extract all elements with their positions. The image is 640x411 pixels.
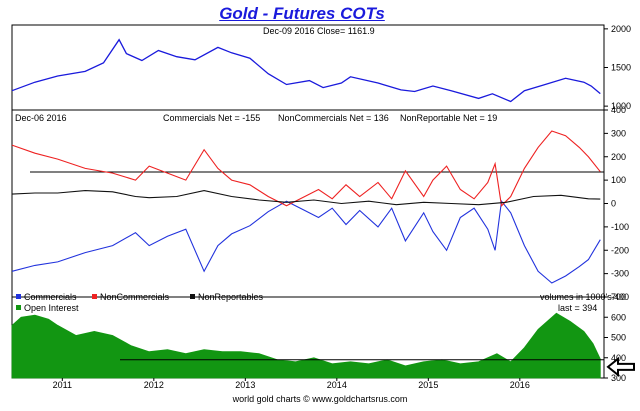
volume-units-label: volumes in 1000's (540, 292, 612, 302)
oi-axis-tick-label: 300 (611, 373, 626, 383)
open-interest-area (11, 312, 601, 379)
legend-swatch (92, 294, 97, 299)
oi-axis-tick-label: 700 (611, 292, 626, 302)
net-axis-tick-label: 300 (611, 128, 626, 138)
price-header: Dec-09 2016 Close= 1161.9 (263, 26, 375, 36)
gold-price-line (11, 38, 601, 103)
net-axis-tick-label: 400 (611, 105, 626, 115)
legend-label: Commercials (24, 292, 77, 302)
legend-swatch (190, 294, 195, 299)
x-axis-label: 2011 (53, 380, 72, 390)
price-axis-tick-label: 1000 (611, 101, 631, 111)
oi-legend-swatch (16, 305, 21, 310)
legend-label: NonCommercials (100, 292, 170, 302)
net-axis-tick-label: -300 (611, 269, 629, 279)
noncommercials-net-line (11, 130, 601, 207)
net-axis-tick-label: -200 (611, 245, 629, 255)
net-value-label: NonCommercials Net = 136 (278, 113, 389, 123)
panel-frame-2 (11, 109, 605, 298)
oi-last-label: last = 394 (558, 303, 597, 313)
x-axis-label: 2015 (418, 380, 438, 390)
x-axis-label: 2012 (144, 380, 164, 390)
oi-legend-label: Open Interest (24, 303, 79, 313)
legend-label: NonReportables (198, 292, 264, 302)
oi-axis-tick-label: 500 (611, 333, 626, 343)
price-axis-tick-label: 2000 (611, 24, 631, 34)
net-date-label: Dec-06 2016 (15, 113, 67, 123)
net-axis-tick-label: 200 (611, 152, 626, 162)
arrow-marker (606, 356, 635, 377)
x-axis-label: 2013 (235, 380, 255, 390)
chart-title: Gold - Futures COTs (219, 4, 385, 23)
net-axis-tick-label: -400 (611, 292, 629, 302)
net-value-label: NonReportable Net = 19 (400, 113, 497, 123)
oi-axis-tick-label: 600 (611, 312, 626, 322)
net-axis-tick-label: 0 (611, 199, 616, 209)
price-axis-tick-label: 1500 (611, 63, 631, 73)
net-axis-tick-label: -100 (611, 222, 629, 232)
nonreportables-net-line (11, 190, 601, 206)
legend-swatch (16, 294, 21, 299)
net-axis-tick-label: 100 (611, 175, 626, 185)
commercials-net-line (11, 199, 601, 284)
net-value-label: Commercials Net = -155 (163, 113, 260, 123)
x-axis-label: 2014 (327, 380, 347, 390)
chart-footer: world gold charts © www.goldchartsrus.co… (232, 394, 408, 404)
x-axis-label: 2016 (510, 380, 530, 390)
